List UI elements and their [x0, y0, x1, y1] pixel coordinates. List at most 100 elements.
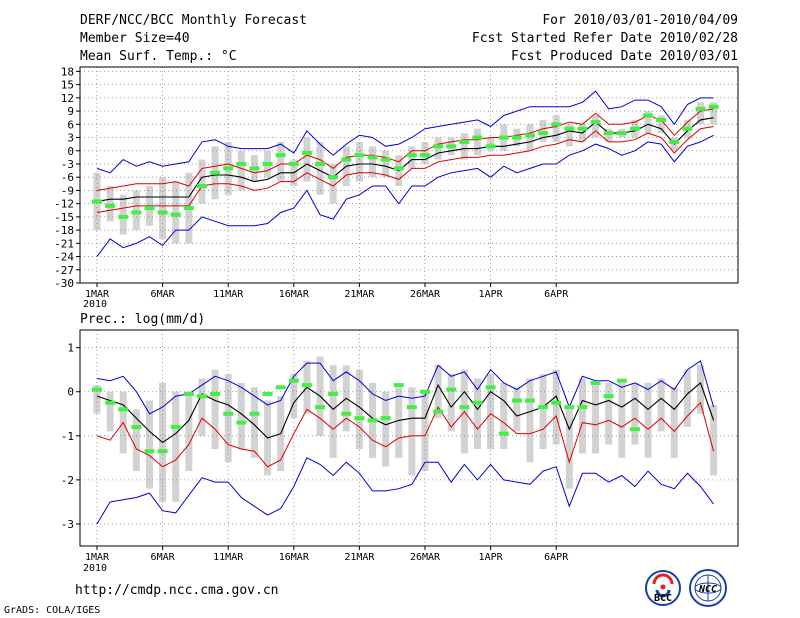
prec-median-35 [551, 400, 562, 405]
prec-xtick-label-7: 6APR [544, 552, 569, 563]
variable-label: Mean Surf. Temp.: °C [80, 49, 237, 64]
prec-median-17 [315, 405, 326, 410]
temp-xtick-label-6: 1APR [479, 289, 504, 300]
temp-box-21 [369, 146, 377, 178]
temp-xtick-label-2: 11MAR [213, 289, 244, 300]
temp-box-17 [316, 141, 324, 195]
precip-year-label: 2010 [83, 563, 107, 574]
temp-xtick-label-5: 26MAR [410, 289, 441, 300]
temp-box-30 [487, 137, 495, 151]
ncc-logo: NCC [689, 569, 727, 607]
temp-box-42 [644, 111, 652, 134]
prec-median-25 [420, 389, 430, 394]
temp-median-24 [406, 153, 417, 158]
prec-median-31 [498, 431, 509, 436]
prec-line-ensemble-mean [96, 381, 715, 444]
temp-median-40 [616, 131, 627, 136]
prec-ytick-label-0: 1 [67, 342, 74, 355]
temp-ytick-label-8: -6 [61, 171, 74, 184]
temp-median-44 [669, 139, 680, 144]
temp-median-31 [498, 135, 509, 140]
temp-ytick-label-16: -30 [54, 277, 74, 290]
temp-median-13 [262, 161, 273, 166]
temp-xtick-label-4: 21MAR [344, 289, 375, 300]
temp-box-29 [473, 128, 481, 156]
temp-ytick-label-7: -3 [61, 158, 74, 171]
temp-box-24 [408, 146, 416, 169]
temp-box-22 [382, 150, 390, 178]
temp-median-5 [157, 210, 168, 215]
temp-median-34 [538, 131, 549, 136]
prec-box-44 [670, 387, 678, 458]
temp-ytick-label-13: -21 [54, 237, 74, 250]
prec-median-34 [538, 405, 549, 410]
temp-ytick-label-6: 0 [67, 145, 74, 158]
temp-box-8 [198, 159, 206, 204]
prec-box-35 [552, 369, 560, 445]
prec-median-5 [157, 449, 168, 454]
temp-median-47 [708, 104, 719, 109]
temp-box-46 [697, 102, 705, 125]
prec-median-3 [131, 424, 142, 429]
prec-median-4 [144, 449, 155, 454]
temp-xtick-label-3: 16MAR [279, 289, 310, 300]
temp-median-29 [472, 135, 483, 140]
prec-box-4 [145, 400, 153, 489]
temp-median-8 [196, 184, 207, 189]
prec-median-13 [262, 391, 273, 396]
temp-box-18 [329, 163, 337, 204]
temp-line-ensemble-upper [96, 108, 714, 191]
temp-median-4 [144, 206, 155, 211]
temp-box-36 [565, 124, 573, 147]
temp-median-1 [105, 203, 116, 208]
prec-box-27 [447, 374, 455, 432]
prec-median-40 [616, 378, 627, 383]
prec-median-15 [288, 378, 299, 383]
prec-median-38 [590, 380, 601, 385]
temp-ytick-label-12: -18 [54, 224, 74, 237]
temp-ytick-label-3: 9 [67, 105, 74, 118]
temp-median-27 [446, 144, 457, 149]
temp-line-ensemble-lower [96, 126, 714, 213]
prec-box-3 [132, 409, 140, 472]
prec-box-12 [250, 387, 258, 458]
prec-xtick-label-6: 1APR [479, 552, 504, 563]
prec-xtick-label-5: 26MAR [410, 552, 441, 563]
temp-median-14 [275, 153, 286, 158]
temp-box-3 [132, 190, 140, 231]
prec-box-7 [185, 391, 193, 472]
prec-line-member-min [96, 457, 715, 525]
prec-median-28 [459, 405, 470, 410]
prec-median-24 [406, 405, 417, 410]
temp-box-26 [434, 137, 442, 160]
temp-box-38 [592, 115, 600, 138]
temp-box-20 [355, 141, 363, 182]
prec-xtick-label-4: 21MAR [344, 552, 375, 563]
temp-box-39 [605, 128, 613, 142]
prec-box-8 [198, 378, 206, 436]
temp-median-6 [170, 212, 181, 217]
prec-box-36 [565, 404, 573, 489]
prec-box-20 [355, 369, 363, 450]
temp-median-11 [236, 161, 247, 166]
prec-box-18 [329, 365, 337, 458]
prec-median-26 [433, 409, 444, 414]
prec-median-14 [275, 385, 286, 390]
prec-box-0 [93, 385, 101, 414]
temp-box-33 [526, 124, 534, 151]
prec-box-11 [237, 382, 245, 450]
temp-ytick-label-14: -24 [54, 251, 74, 264]
prec-box-1 [106, 391, 114, 432]
prec-box-33 [526, 378, 534, 463]
prec-box-6 [172, 391, 180, 502]
prec-box-38 [592, 382, 600, 454]
prec-box-39 [605, 382, 613, 445]
prec-median-37 [577, 405, 588, 410]
temp-box-14 [277, 141, 285, 182]
temp-median-15 [288, 161, 299, 166]
prec-box-34 [539, 374, 547, 450]
prec-box-15 [290, 374, 298, 419]
precip-plot-frame [79, 329, 739, 547]
precipitation-panel: 1 0 -1 -2 -3 1MAR 6MAR 11MAR 16MAR 21MAR 26MAR 1AP… [61, 329, 739, 574]
